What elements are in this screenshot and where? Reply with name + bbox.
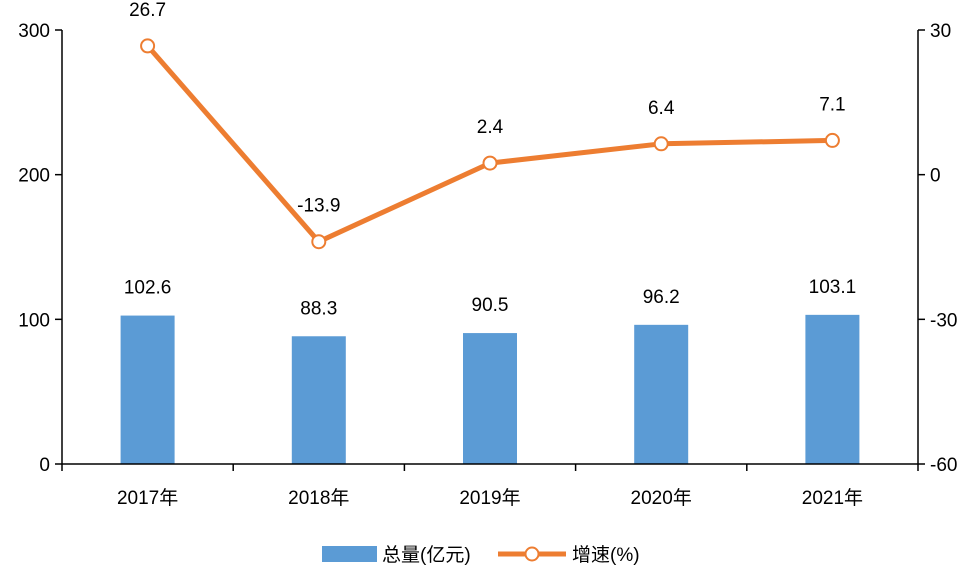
bar xyxy=(634,324,689,464)
left-tick-label: 0 xyxy=(39,455,50,476)
x-category-label: 2017年 xyxy=(117,487,178,509)
bar xyxy=(805,314,860,464)
line-series xyxy=(140,38,840,250)
legend: 总量(亿元) 增速(%) xyxy=(322,544,640,566)
bar xyxy=(463,333,517,464)
bar-value-label: 88.3 xyxy=(300,298,337,319)
line-value-label: 6.4 xyxy=(648,98,675,119)
right-tick-label: -60 xyxy=(930,455,957,476)
bar xyxy=(291,336,346,464)
x-category-label: 2021年 xyxy=(802,487,863,509)
right-tick-label: -30 xyxy=(930,310,957,331)
left-tick-label: 300 xyxy=(18,21,50,42)
growth-line xyxy=(145,44,833,245)
legend-bar-swatch xyxy=(322,546,377,562)
x-category-label: 2018年 xyxy=(288,487,349,509)
line-marker xyxy=(482,155,498,171)
axes xyxy=(61,30,919,465)
left-tick-label: 100 xyxy=(18,310,50,331)
line-marker xyxy=(824,132,840,148)
line-value-label: 7.1 xyxy=(819,94,845,115)
left-tick-label: 200 xyxy=(18,166,50,187)
axis-ticks: 0 100 200 300 -60 -30 0 30 2017年 2018年 2019年 2020年 2… xyxy=(18,21,957,509)
bar-value-label: 103.1 xyxy=(809,277,857,298)
legend-line-marker xyxy=(524,546,540,562)
line-value-label: 26.7 xyxy=(129,0,166,21)
bar xyxy=(120,315,175,464)
bar-series xyxy=(120,314,860,464)
bar-value-label: 96.2 xyxy=(643,287,680,308)
line-value-label: 2.4 xyxy=(477,117,504,138)
bar-value-label: 90.5 xyxy=(472,295,509,316)
line-marker xyxy=(653,136,669,152)
line-value-label: -13.9 xyxy=(297,196,340,217)
legend-bar-label: 总量(亿元) xyxy=(382,544,471,566)
right-tick-label: 0 xyxy=(930,166,941,187)
line-marker xyxy=(140,38,156,54)
legend-line-label: 增速(%) xyxy=(572,544,640,566)
x-category-label: 2019年 xyxy=(459,487,520,509)
bar-value-label: 102.6 xyxy=(124,278,172,299)
right-tick-label: 30 xyxy=(930,21,951,42)
line-marker xyxy=(311,234,327,250)
x-category-label: 2020年 xyxy=(631,487,692,509)
data-labels: 102.6 88.3 90.5 96.2 103.1 26.7 -13.9 2.4 6.4 7.1 xyxy=(124,0,856,319)
